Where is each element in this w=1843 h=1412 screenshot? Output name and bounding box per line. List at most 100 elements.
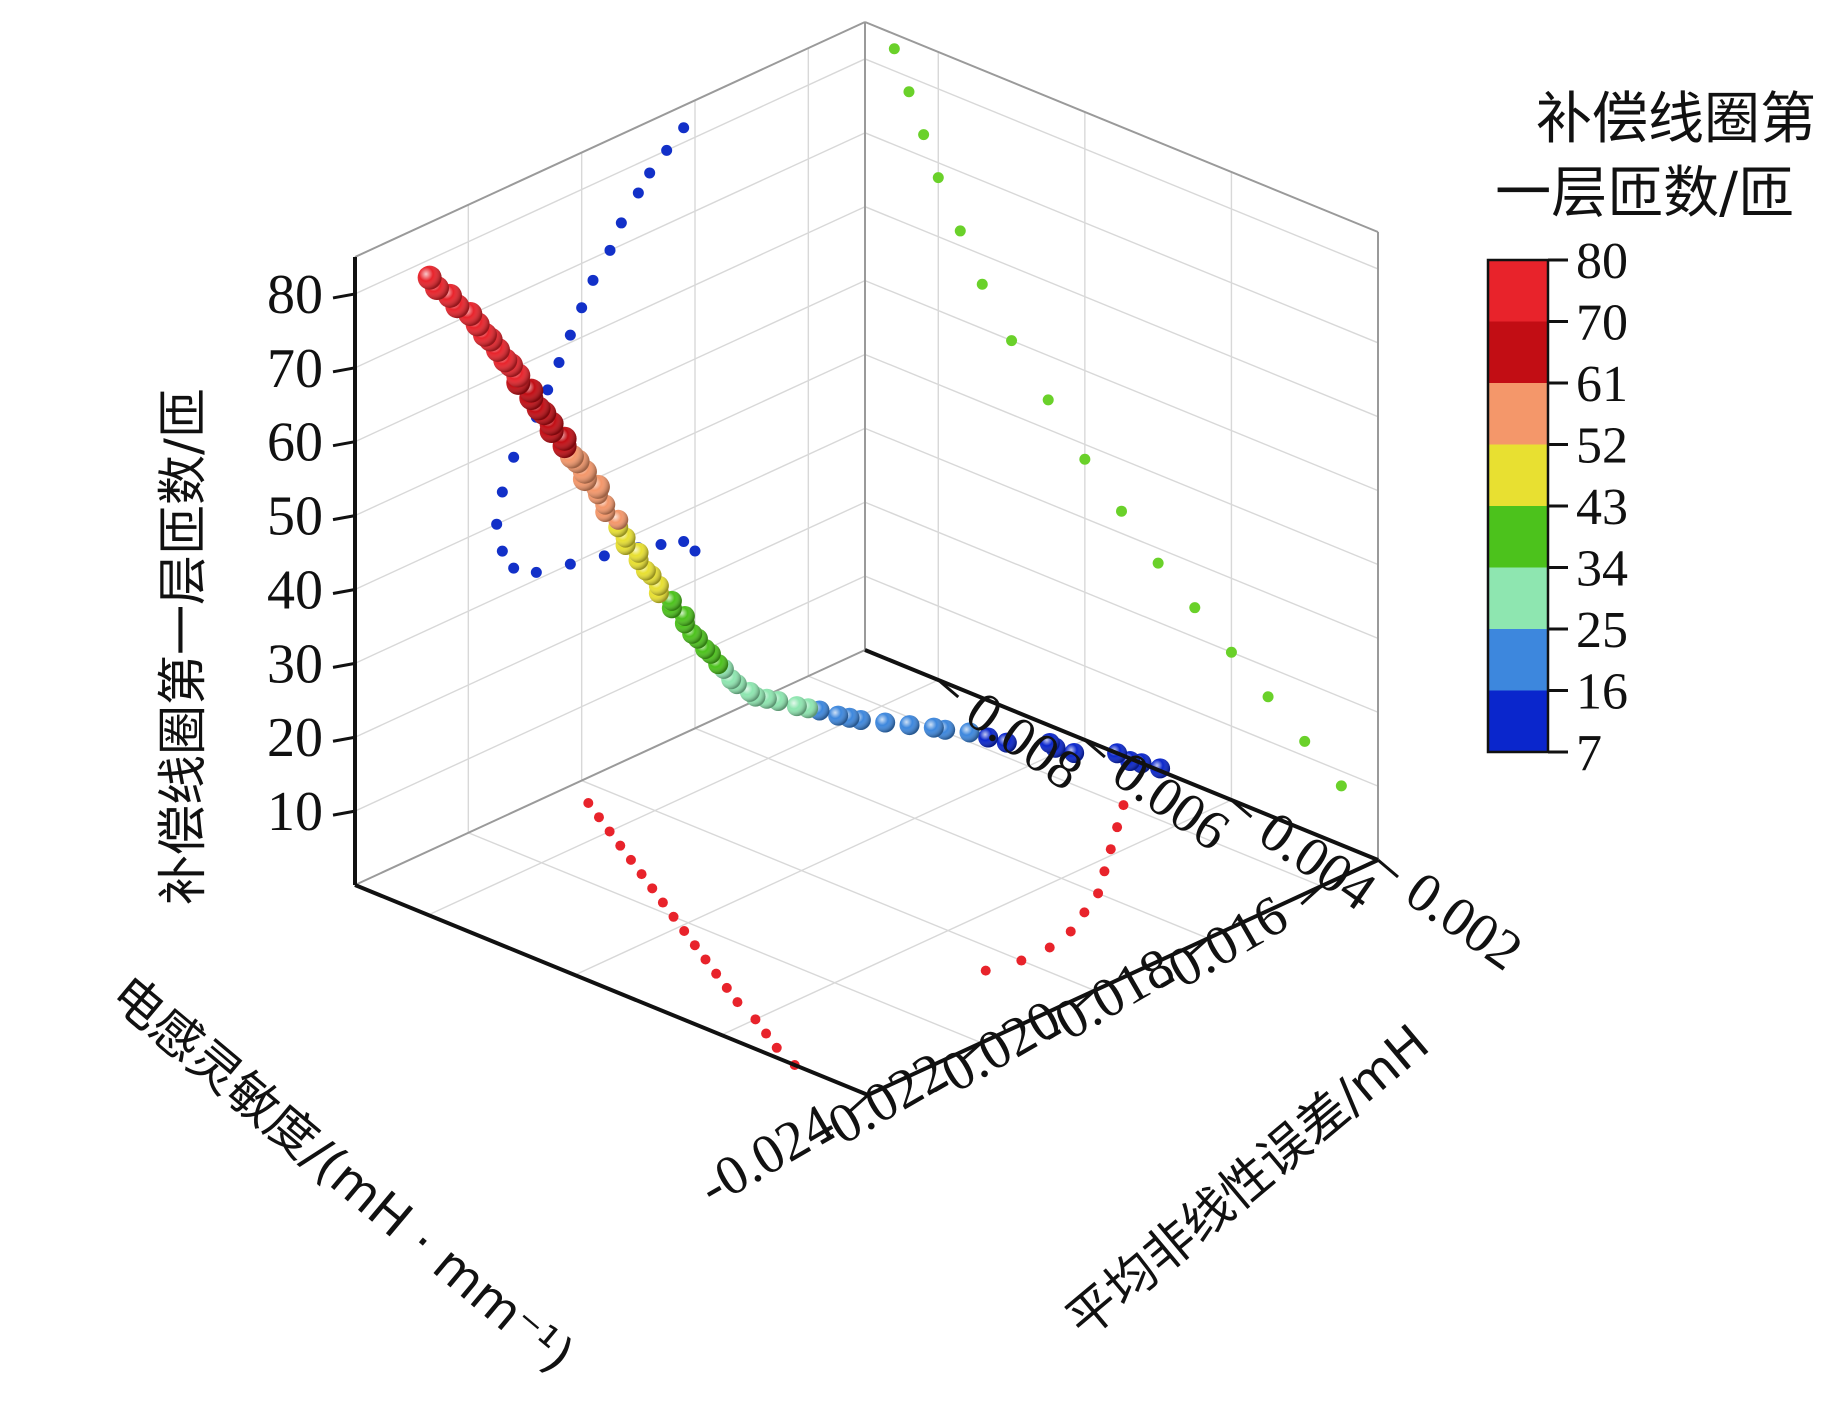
grid-line	[354, 279, 866, 517]
left-wall-projection-point	[678, 535, 690, 547]
left-wall-projection-point	[632, 187, 644, 199]
left-wall-projection-point	[530, 566, 542, 578]
colorbar-title-line1: 补偿线圈第	[1536, 87, 1816, 152]
left-wall-projection-point	[661, 144, 673, 156]
x-axis-title: 电感灵敏度/(mH · mm⁻¹)	[100, 965, 584, 1385]
floor-projection-point	[700, 954, 711, 965]
colorbar-tick-label: 16	[1576, 664, 1628, 721]
right-wall-projection-point	[932, 172, 944, 184]
grid-line	[864, 132, 1379, 344]
grid-line	[468, 832, 982, 1044]
floor-projection-point	[721, 982, 732, 993]
left-wall-projection-point	[496, 545, 508, 557]
right-wall-projection-point	[1152, 557, 1164, 569]
y-axis-title: 平均非线性误差/mH	[1055, 1013, 1439, 1349]
grid-line	[354, 353, 866, 591]
colorbar-tick-label: 52	[1576, 418, 1628, 475]
right-wall-projection-point	[954, 225, 966, 237]
grid-line	[864, 206, 1379, 418]
z-tick	[332, 587, 356, 595]
x-tick	[1300, 884, 1323, 906]
floor-projection-point	[689, 940, 700, 951]
right-wall-projection-point	[903, 86, 915, 98]
box-edge	[354, 21, 866, 258]
z-tick-label: 10	[267, 781, 323, 843]
z-tick	[332, 735, 356, 743]
floor-projection-point	[604, 826, 615, 837]
floor-projection-point	[732, 997, 743, 1008]
x-tick	[1073, 989, 1096, 1010]
colorbar-band	[1488, 690, 1548, 753]
data-point	[959, 722, 980, 743]
z-tick	[332, 809, 356, 817]
floor-projection-point	[1118, 800, 1129, 811]
left-wall-projection-point	[508, 562, 520, 574]
data-point	[786, 696, 807, 717]
x-tick-label: -0.016	[1142, 884, 1298, 1010]
floor-projection-point	[771, 1042, 782, 1053]
right-wall-projection-point	[1079, 453, 1091, 465]
right-wall-projection-point	[1189, 602, 1201, 614]
colorbar-band	[1488, 444, 1548, 507]
left-wall-projection-point	[542, 384, 554, 396]
main-point-layer	[417, 265, 1171, 779]
left-wall-projection-point	[491, 518, 503, 530]
grid-line	[354, 427, 866, 664]
grid-line	[864, 575, 1379, 787]
floor-projection-point	[647, 883, 658, 894]
z-tick-label: 30	[267, 633, 323, 695]
colorbar-band	[1488, 383, 1548, 445]
floor-projection-point	[1112, 822, 1123, 833]
grid-line	[354, 501, 866, 738]
grid-line	[354, 206, 866, 443]
floor-projection-point	[615, 840, 626, 851]
left-wall-projection-point	[564, 558, 576, 570]
colorbar-title-line2: 一层匝数/匝	[1495, 161, 1794, 226]
floor-projection-point	[668, 911, 679, 922]
right-wall-projection-point	[888, 43, 900, 55]
grid-line	[864, 501, 1379, 713]
floor-projection-point	[1079, 907, 1090, 918]
colorbar-tick-label: 43	[1576, 479, 1628, 536]
z-tick-label: 60	[267, 412, 323, 474]
left-wall-projection-point	[576, 302, 588, 314]
z-tick	[332, 292, 356, 300]
data-point	[875, 712, 896, 733]
floor-projection-point	[711, 968, 722, 979]
x-tick	[1186, 937, 1210, 958]
z-tick	[332, 514, 356, 522]
z-tick-label: 50	[267, 486, 323, 548]
grid-line	[864, 427, 1379, 640]
floor-projection-point	[1065, 926, 1076, 937]
floor-projection-point	[1105, 844, 1116, 855]
floor-projection-point	[761, 1028, 772, 1039]
data-point	[417, 265, 442, 290]
box-edge	[354, 649, 866, 886]
z-tick	[332, 661, 356, 669]
left-wall-projection-point	[508, 451, 520, 463]
right-wall-projection-point	[1299, 735, 1311, 747]
floor-projection-point	[679, 926, 690, 936]
y-tick-label: 0.002	[1395, 860, 1534, 983]
data-point	[1039, 733, 1060, 754]
grid-line	[574, 739, 1086, 976]
x-tick	[960, 1041, 983, 1062]
left-wall-projection-point	[553, 356, 565, 368]
floor-projection-point	[636, 869, 647, 880]
data-point	[1064, 742, 1085, 763]
right-wall-projection-point	[1335, 780, 1347, 792]
data-point	[996, 732, 1017, 753]
grid-layer	[354, 48, 1379, 1096]
colorbar-tick-label: 7	[1576, 725, 1602, 782]
floor-projection-point	[657, 897, 668, 908]
box-edge	[864, 21, 1379, 233]
box-edges	[354, 21, 1379, 886]
grid-line	[864, 58, 1379, 270]
colorbar-tick-label: 61	[1576, 356, 1628, 413]
z-tick	[332, 440, 356, 448]
floor-projection-point	[1093, 888, 1104, 899]
right-wall-projection-point	[1225, 646, 1237, 658]
left-wall-projection-point	[644, 167, 656, 179]
